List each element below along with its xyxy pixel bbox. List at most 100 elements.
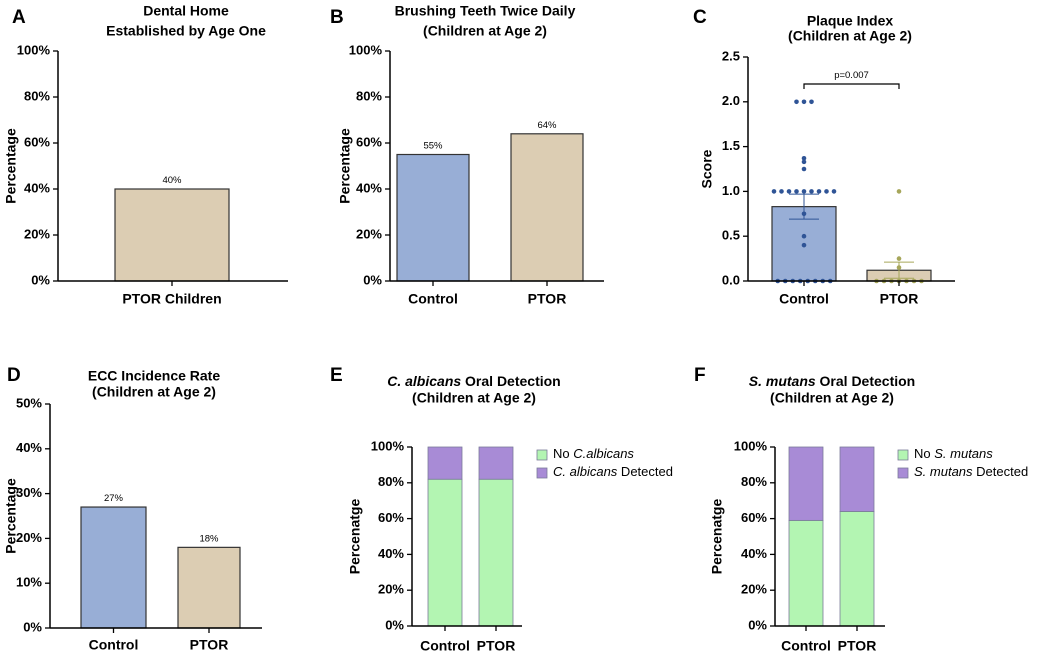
data-point — [794, 189, 799, 194]
y-tick-label: 1.5 — [722, 138, 740, 153]
x-tick-label: Control — [420, 638, 470, 654]
y-tick-label: 2.0 — [722, 93, 740, 108]
panel-c: C Plaque Index(Children at Age 2) Score p=0… — [693, 7, 955, 307]
data-point — [786, 189, 792, 194]
y-tick-label: 40% — [24, 180, 50, 195]
chart-title-line: Brushing Teeth Twice Daily — [395, 3, 576, 19]
legend: No C.albicans C. albicans Detected — [536, 446, 673, 479]
significance-bracket — [803, 83, 900, 89]
data-point — [801, 155, 807, 161]
y-tick-label: 1.0 — [722, 183, 740, 198]
legend-swatch — [897, 449, 909, 461]
data-label: 27% — [104, 493, 124, 504]
chart-title-line: S. mutans Oral Detection — [749, 373, 916, 389]
y-tick-label: 40% — [741, 546, 767, 561]
panel-b: B Brushing Teeth Twice Daily (Children at … — [330, 3, 604, 307]
data-point — [896, 256, 902, 261]
y-tick-label: 20% — [741, 582, 767, 597]
panel-a: A Dental Home Established by Age One Percen… — [3, 3, 288, 307]
panel-letter: E — [330, 365, 343, 386]
x-tick-label: PTOR — [528, 291, 567, 307]
data-point — [801, 166, 807, 172]
chart-title-line: Dental Home — [143, 3, 229, 19]
y-tick-label: 100% — [17, 42, 51, 57]
bars — [771, 99, 932, 284]
panel-letter: D — [7, 365, 21, 386]
y-tick-label: 30% — [16, 485, 42, 500]
panel-letter: B — [330, 7, 344, 28]
y-tick-label: 100% — [371, 438, 405, 453]
data-point — [896, 265, 902, 270]
chart-title-organism: C. albicans — [387, 373, 461, 389]
legend-text-organism: C. albicans — [553, 464, 618, 479]
y-tick-label: 50% — [16, 395, 42, 410]
axes: 0% 20% 40% 60% 80% 100% PTOR Children — [17, 42, 288, 307]
legend-entry: No C.albicans — [553, 446, 634, 461]
y-axis-label: Percentage — [337, 128, 353, 204]
bar-ptor-children — [114, 188, 230, 282]
axes: 0% 10% 20% 30% 40% 50% Control PTOR — [16, 395, 262, 653]
legend-text-organism: C.albicans — [573, 446, 634, 461]
bar-control — [396, 153, 470, 282]
legend-entry: C. albicans Detected — [553, 464, 673, 479]
bar-segment-ptor-detected — [478, 446, 514, 480]
bar-ptor — [177, 546, 241, 629]
y-tick-label: 80% — [356, 88, 382, 103]
y-tick-label: 0.0 — [722, 272, 740, 287]
y-tick-label: 80% — [378, 474, 404, 489]
y-tick-label: 0.5 — [722, 228, 740, 243]
bars: 27% 18% — [80, 493, 241, 629]
data-point — [801, 211, 807, 217]
y-tick-label: 60% — [24, 134, 50, 149]
y-tick-label: 0% — [363, 272, 382, 287]
axes: 0% 20% 40% 60% 80% 100% Control PTOR — [371, 438, 522, 654]
legend-text-organism: S. mutans — [934, 446, 993, 461]
chart-title-line: Plaque Index — [807, 13, 894, 29]
legend-text-plain: No — [553, 446, 573, 461]
data-point — [809, 99, 814, 105]
data-point — [801, 233, 807, 239]
legend-swatch — [897, 467, 909, 479]
bars: 40% — [114, 175, 230, 282]
p-value-label: p=0.007 — [834, 70, 869, 81]
legend-text-organism: S. mutans — [914, 464, 973, 479]
y-tick-label: 2.5 — [722, 48, 740, 63]
legend-entry: No S. mutans — [914, 446, 993, 461]
chart-title-text: Oral Detection — [816, 373, 916, 389]
x-tick-label: Control — [781, 638, 831, 654]
bar-ptor — [510, 133, 584, 282]
y-tick-label: 60% — [378, 510, 404, 525]
x-tick-label: Control — [408, 291, 458, 307]
bar-segment-ptor-detected — [839, 446, 875, 512]
data-point — [896, 189, 902, 194]
chart-title-line: (Children at Age 2) — [412, 390, 536, 406]
x-tick-label: PTOR — [190, 637, 229, 653]
legend-text-plain: Detected — [617, 464, 673, 479]
y-tick-label: 40% — [16, 440, 42, 455]
panel-e: E C. albicans Oral Detection(Children at … — [330, 365, 673, 654]
y-axis-label: Percenatge — [709, 499, 725, 575]
panel-d: D ECC Incidence Rate(Children at Age 2) Pe… — [3, 365, 262, 653]
data-label: 64% — [537, 120, 557, 131]
bars: 55% 64% — [396, 120, 584, 282]
data-point — [794, 99, 799, 105]
x-tick-label: Control — [779, 291, 829, 307]
y-tick-label: 20% — [378, 582, 404, 597]
bar-segment-control-not-detected — [427, 478, 463, 627]
chart-title-organism: S. mutans — [749, 373, 816, 389]
y-tick-label: 60% — [741, 510, 767, 525]
chart-title-text: Oral Detection — [461, 373, 561, 389]
y-tick-label: 0% — [385, 617, 404, 632]
y-axis-label: Percentage — [3, 478, 19, 554]
data-point — [801, 159, 807, 165]
chart-title-line: ECC Incidence Rate — [88, 368, 220, 384]
panel-letter: C — [693, 7, 707, 28]
y-tick-label: 0% — [31, 272, 50, 287]
bar-segment-ptor-not-detected — [478, 478, 514, 627]
chart-title-line: (Children at Age 2) — [423, 23, 547, 39]
y-tick-label: 0% — [748, 617, 767, 632]
y-tick-label: 80% — [24, 88, 50, 103]
y-tick-label: 20% — [24, 226, 50, 241]
data-point — [771, 189, 777, 194]
data-point — [779, 189, 784, 194]
